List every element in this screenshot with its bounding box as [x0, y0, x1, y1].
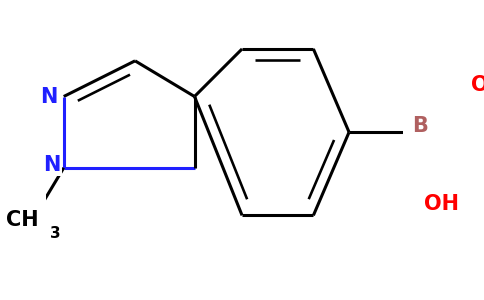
Text: OH: OH: [424, 194, 459, 214]
Text: N: N: [43, 155, 60, 175]
Text: 3: 3: [49, 226, 60, 241]
Text: N: N: [40, 86, 58, 106]
Text: OH: OH: [471, 75, 484, 94]
Text: CH: CH: [6, 210, 38, 230]
Text: B: B: [412, 116, 428, 136]
